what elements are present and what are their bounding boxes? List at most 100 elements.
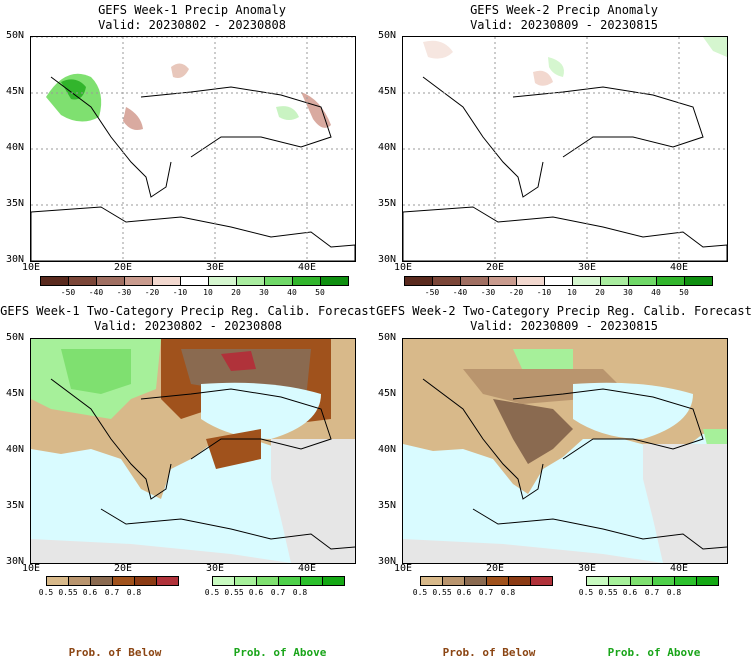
lat-label: 50N bbox=[378, 332, 397, 343]
colorbar-swatch bbox=[674, 576, 697, 586]
map-week2-anomaly bbox=[402, 36, 728, 262]
colorbar-swatch bbox=[96, 276, 125, 286]
colorbar-swatch bbox=[656, 276, 685, 286]
colorbar-label: 0.7 bbox=[104, 588, 120, 597]
colorbar-swatch bbox=[278, 576, 301, 586]
lon-label: 20E bbox=[114, 262, 133, 273]
colorbar-swatch bbox=[432, 276, 461, 286]
colorbar-swatch bbox=[46, 576, 69, 586]
colorbar-label: 0.6 bbox=[456, 588, 472, 597]
colorbar-swatch bbox=[212, 576, 235, 586]
lat-label: 40N bbox=[378, 142, 397, 153]
colorbar-swatch bbox=[134, 576, 157, 586]
panel-title-line2: Valid: 20230802 - 20230808 bbox=[98, 18, 286, 32]
colorbar-swatch bbox=[156, 576, 179, 586]
lat-label: 30N bbox=[378, 556, 397, 567]
colorbar-label: 0.5 bbox=[204, 588, 220, 597]
colorbar-label: 0.8 bbox=[500, 588, 516, 597]
panel-title-line2: Valid: 20230809 - 20230815 bbox=[470, 319, 658, 333]
lon-label: 10E bbox=[22, 262, 41, 273]
colorbar-label: -30 bbox=[480, 288, 496, 297]
colorbar-label: 0.5 bbox=[38, 588, 54, 597]
anomaly-colorbar: -50 -40 -30 -20 -10 10 20 30 40 50 bbox=[404, 276, 716, 300]
lon-label: 20E bbox=[486, 563, 505, 574]
prob-below-colorbar: 0.5 0.55 0.6 0.7 0.8 bbox=[413, 576, 560, 600]
colorbar-label: 0.8 bbox=[292, 588, 308, 597]
colorbar-label: -10 bbox=[172, 288, 188, 297]
colorbar-label: 10 bbox=[203, 288, 213, 297]
lat-label: 50N bbox=[6, 332, 25, 343]
colorbar-label: -20 bbox=[508, 288, 524, 297]
prob-below-colorbar: 0.5 0.55 0.6 0.7 0.8 bbox=[39, 576, 186, 600]
panel-title-line2: Valid: 20230809 - 20230815 bbox=[470, 18, 658, 32]
lat-label: 30N bbox=[378, 254, 397, 265]
colorbar-label: -10 bbox=[536, 288, 552, 297]
lon-label: 40E bbox=[298, 262, 317, 273]
colorbar-label: -30 bbox=[116, 288, 132, 297]
map-week2-probability bbox=[402, 338, 728, 564]
lat-label: 35N bbox=[378, 500, 397, 511]
lat-label: 50N bbox=[378, 30, 397, 41]
colorbar-label: -20 bbox=[144, 288, 160, 297]
colorbar-swatch bbox=[530, 576, 553, 586]
lon-label: 40E bbox=[670, 563, 689, 574]
lat-label: 45N bbox=[6, 86, 25, 97]
colorbar-swatch bbox=[234, 576, 257, 586]
colorbar-swatch bbox=[292, 276, 321, 286]
colorbar-swatch bbox=[90, 576, 113, 586]
prob-above-colorbar: 0.5 0.55 0.6 0.7 0.8 bbox=[205, 576, 352, 600]
colorbar-swatch bbox=[488, 276, 517, 286]
panel-title-line1: GEFS Week-2 Precip Anomaly bbox=[470, 3, 658, 17]
colorbar-label: 40 bbox=[651, 288, 661, 297]
colorbar-label: 0.7 bbox=[644, 588, 660, 597]
colorbar-swatch bbox=[256, 576, 279, 586]
colorbar-swatch bbox=[112, 576, 135, 586]
colorbar-swatch bbox=[124, 276, 153, 286]
colorbar-label: 0.55 bbox=[58, 588, 78, 597]
lat-label: 40N bbox=[378, 444, 397, 455]
lon-label: 30E bbox=[206, 262, 225, 273]
lon-label: 30E bbox=[578, 262, 597, 273]
colorbar-label: 0.8 bbox=[126, 588, 142, 597]
colorbar-swatch bbox=[322, 576, 345, 586]
colorbar-swatch bbox=[180, 276, 209, 286]
lon-label: 20E bbox=[114, 563, 133, 574]
colorbar-swatch bbox=[628, 276, 657, 286]
prob-below-label: Prob. of Below bbox=[68, 646, 162, 659]
colorbar-swatch bbox=[572, 276, 601, 286]
colorbar-swatch bbox=[264, 276, 293, 286]
colorbar-swatch bbox=[516, 276, 545, 286]
colorbar-label: 20 bbox=[595, 288, 605, 297]
colorbar-swatch bbox=[208, 276, 237, 286]
colorbar-swatch bbox=[320, 276, 349, 286]
lat-label: 30N bbox=[6, 556, 25, 567]
colorbar-swatch bbox=[586, 576, 609, 586]
map-week1-anomaly bbox=[30, 36, 356, 262]
colorbar-swatch bbox=[486, 576, 509, 586]
colorbar-label: 0.5 bbox=[412, 588, 428, 597]
colorbar-label: 0.7 bbox=[478, 588, 494, 597]
panel-title-line2: Valid: 20230802 - 20230808 bbox=[94, 319, 282, 333]
colorbar-swatch bbox=[68, 276, 97, 286]
lat-label: 45N bbox=[378, 86, 397, 97]
colorbar-swatch bbox=[600, 276, 629, 286]
colorbar-label: -40 bbox=[88, 288, 104, 297]
prob-below-label: Prob. of Below bbox=[442, 646, 536, 659]
lat-label: 45N bbox=[6, 388, 25, 399]
colorbar-swatch bbox=[508, 576, 531, 586]
colorbar-swatch bbox=[652, 576, 675, 586]
lon-label: 30E bbox=[206, 563, 225, 574]
colorbar-swatch bbox=[68, 576, 91, 586]
colorbar-swatch bbox=[300, 576, 323, 586]
lat-label: 35N bbox=[6, 500, 25, 511]
colorbar-label: -50 bbox=[60, 288, 76, 297]
colorbar-label: 0.6 bbox=[248, 588, 264, 597]
lat-label: 35N bbox=[6, 198, 25, 209]
lon-label: 10E bbox=[22, 563, 41, 574]
colorbar-label: -40 bbox=[452, 288, 468, 297]
lon-label: 10E bbox=[394, 563, 413, 574]
colorbar-label: 0.55 bbox=[224, 588, 244, 597]
colorbar-label: 30 bbox=[259, 288, 269, 297]
colorbar-swatch bbox=[630, 576, 653, 586]
colorbar-swatch bbox=[684, 276, 713, 286]
